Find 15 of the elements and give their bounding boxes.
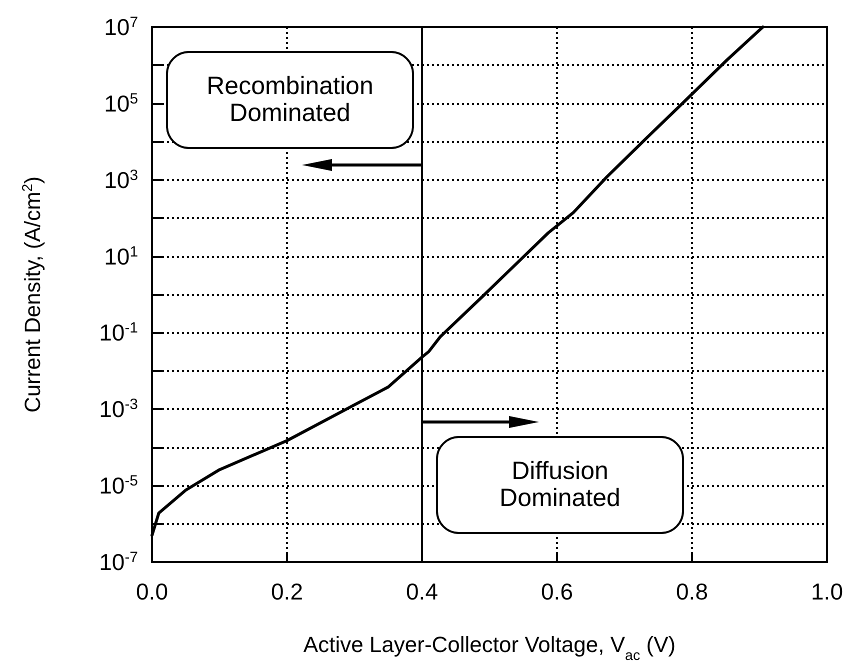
y-tick-label: 10$^{1}$ — [104, 242, 138, 270]
y-tick-label: 10$^{-7}$ — [99, 548, 138, 575]
x-tick-label: 0.4 — [406, 578, 438, 604]
x-tick-label: 0.6 — [541, 578, 573, 604]
y-tick-label: 10$^{-5}$ — [99, 472, 138, 499]
x-axis-title: Active Layer-Collector Voltage, V$_{ac}$ (V) — [303, 632, 676, 664]
y-tick-label: 10$^{5}$ — [104, 90, 138, 116]
y-tick-label: 10$^{-3}$ — [99, 396, 138, 422]
x-tick-label: 0.0 — [136, 578, 168, 604]
x-tick-label: 0.8 — [676, 578, 708, 604]
y-tick-label: 10$^{7}$ — [104, 14, 138, 40]
x-tick-label: 0.2 — [271, 578, 303, 604]
y-tick-label: 10$^{-1}$ — [99, 319, 138, 346]
y-tick-label: 10$^{3}$ — [104, 166, 138, 193]
x-tick-label: 1.0 — [811, 578, 843, 604]
